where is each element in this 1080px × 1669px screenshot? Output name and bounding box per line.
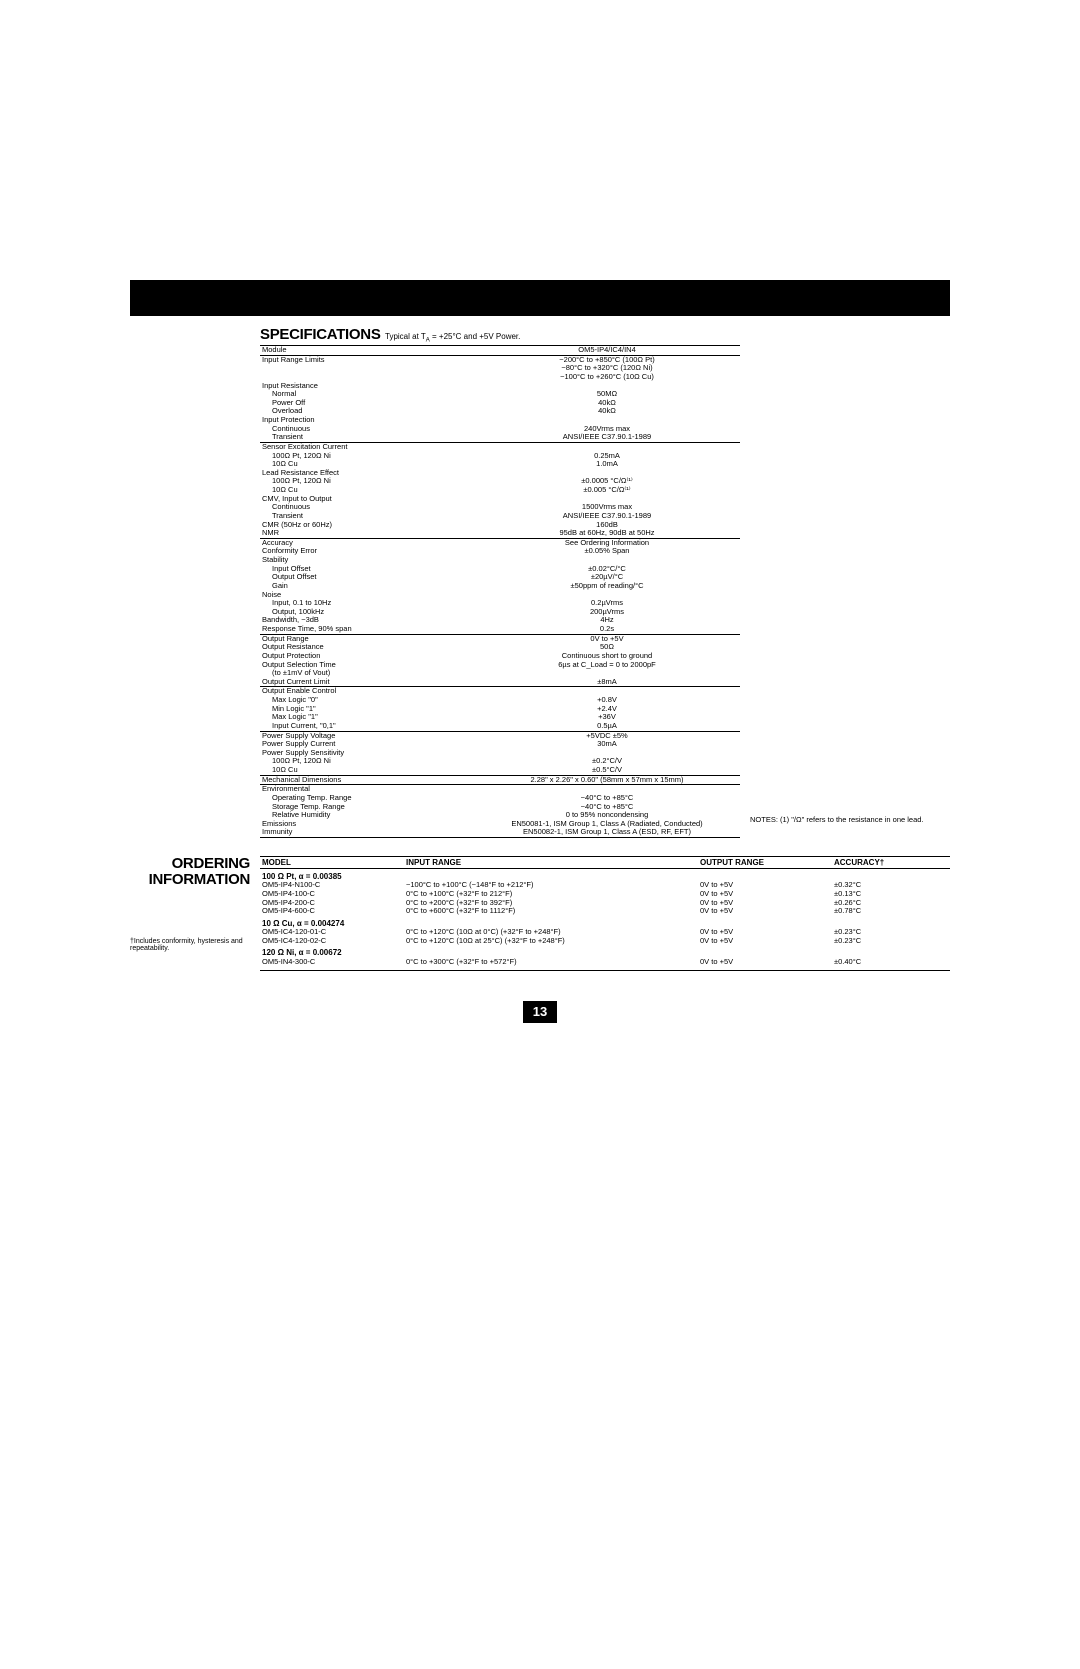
spec-value: ±8mA: [474, 678, 740, 687]
spec-value: 0.2s: [474, 625, 740, 634]
ordering-cell-output: 0V to +5V: [698, 937, 832, 946]
ordering-footnote: †Includes conformity, hysteresis and rep…: [130, 938, 250, 953]
spec-label: Conformity Error: [260, 547, 474, 556]
spec-value: ±50ppm of reading/°C: [474, 582, 740, 591]
ord-col-input: INPUT RANGE: [404, 857, 698, 869]
spec-value: 30mA: [474, 740, 740, 749]
ordering-cell-acc: ±0.78°C: [832, 907, 950, 916]
spec-value: ±0.005 °C/Ω⁽¹⁾: [474, 486, 740, 495]
ordering-cell-output: 0V to +5V: [698, 907, 832, 916]
spec-value: 2.28" x 2.26" x 0.60" (58mm x 57mm x 15m…: [474, 775, 740, 785]
spec-value: 1.0mA: [474, 460, 740, 469]
spec-label: NMR: [260, 529, 474, 538]
ordering-title-l2: INFORMATION: [149, 871, 250, 888]
spec-value: ±0.05% Span: [474, 547, 740, 556]
ordering-cell-model: OM5-IC4-120-02-C: [260, 937, 404, 946]
spec-label: CMR (50Hz or 60Hz): [260, 521, 474, 530]
ordering-cell-input: 0°C to +120°C (10Ω at 25°C) (+32°F to +2…: [404, 937, 698, 946]
spec-label: Transient: [260, 433, 474, 442]
ordering-section: ORDERING INFORMATION †Includes conformit…: [130, 856, 950, 971]
spec-label: 10Ω Cu: [260, 766, 474, 775]
ordering-cell-input: 0°C to +600°C (+32°F to 1112°F): [404, 907, 698, 916]
spec-label: Immunity: [260, 828, 474, 837]
ord-col-acc: ACCURACY†: [832, 857, 950, 869]
ordering-cell-model: OM5-IP4-600-C: [260, 907, 404, 916]
ordering-cell-acc: ±0.40°C: [832, 958, 950, 971]
specifications-table: Module OM5-IP4/IC4/IN4 Input Range Limit…: [260, 345, 740, 838]
ordering-title: ORDERING INFORMATION: [130, 856, 250, 888]
ordering-subheading: 120 Ω Ni, α = 0.00672: [260, 945, 950, 957]
spec-value: 6µs at C_Load = 0 to 2000pF: [474, 661, 740, 670]
spec-value: 0.5µA: [474, 722, 740, 731]
spec-col-module: Module: [260, 346, 474, 356]
specifications-conditions-a: Typical at T: [385, 332, 426, 341]
specifications-title: SPECIFICATIONS: [260, 326, 381, 343]
spec-value: 40kΩ: [474, 407, 740, 416]
spec-label: Input Current, "0,1": [260, 722, 474, 731]
spec-label: Response Time, 90% span: [260, 625, 474, 634]
specifications-conditions-b: = +25°C and +5V Power.: [430, 332, 521, 341]
spec-label: Input Range Limits: [260, 355, 474, 364]
spec-value: ±0.5°C/V: [474, 766, 740, 775]
ordering-title-l1: ORDERING: [172, 856, 250, 872]
spec-label: Gain: [260, 582, 474, 591]
spec-value: EN50082-1, ISM Group 1, Class A (ESD, RF…: [474, 828, 740, 837]
specifications-header: SPECIFICATIONS Typical at TA = +25°C and…: [260, 326, 950, 343]
spec-value: −100°C to +260°C (10Ω Cu): [474, 373, 740, 382]
header-black-bar: [130, 280, 950, 316]
ordering-cell-model: OM5-IN4-300-C: [260, 958, 404, 971]
spec-label: Output Offset: [260, 573, 474, 582]
ordering-cell-output: 0V to +5V: [698, 958, 832, 971]
ord-col-output: OUTPUT RANGE: [698, 857, 832, 869]
ordering-cell-input: 0°C to +300°C (+32°F to +572°F): [404, 958, 698, 971]
spec-label: [260, 364, 474, 373]
ordering-table: MODEL INPUT RANGE OUTPUT RANGE ACCURACY†…: [260, 856, 950, 971]
page-number: 13: [523, 1001, 557, 1023]
spec-label: Emissions: [260, 820, 474, 829]
spec-col-value: OM5-IP4/IC4/IN4: [474, 346, 740, 356]
spec-value: 95dB at 60Hz, 90dB at 50Hz: [474, 529, 740, 538]
ordering-cell-acc: ±0.23°C: [832, 937, 950, 946]
spec-value: ANSI/IEEE C37.90.1-1989: [474, 433, 740, 442]
notes-text: NOTES: (1) "/Ω" refers to the resistance…: [750, 816, 950, 824]
ord-col-model: MODEL: [260, 857, 404, 869]
